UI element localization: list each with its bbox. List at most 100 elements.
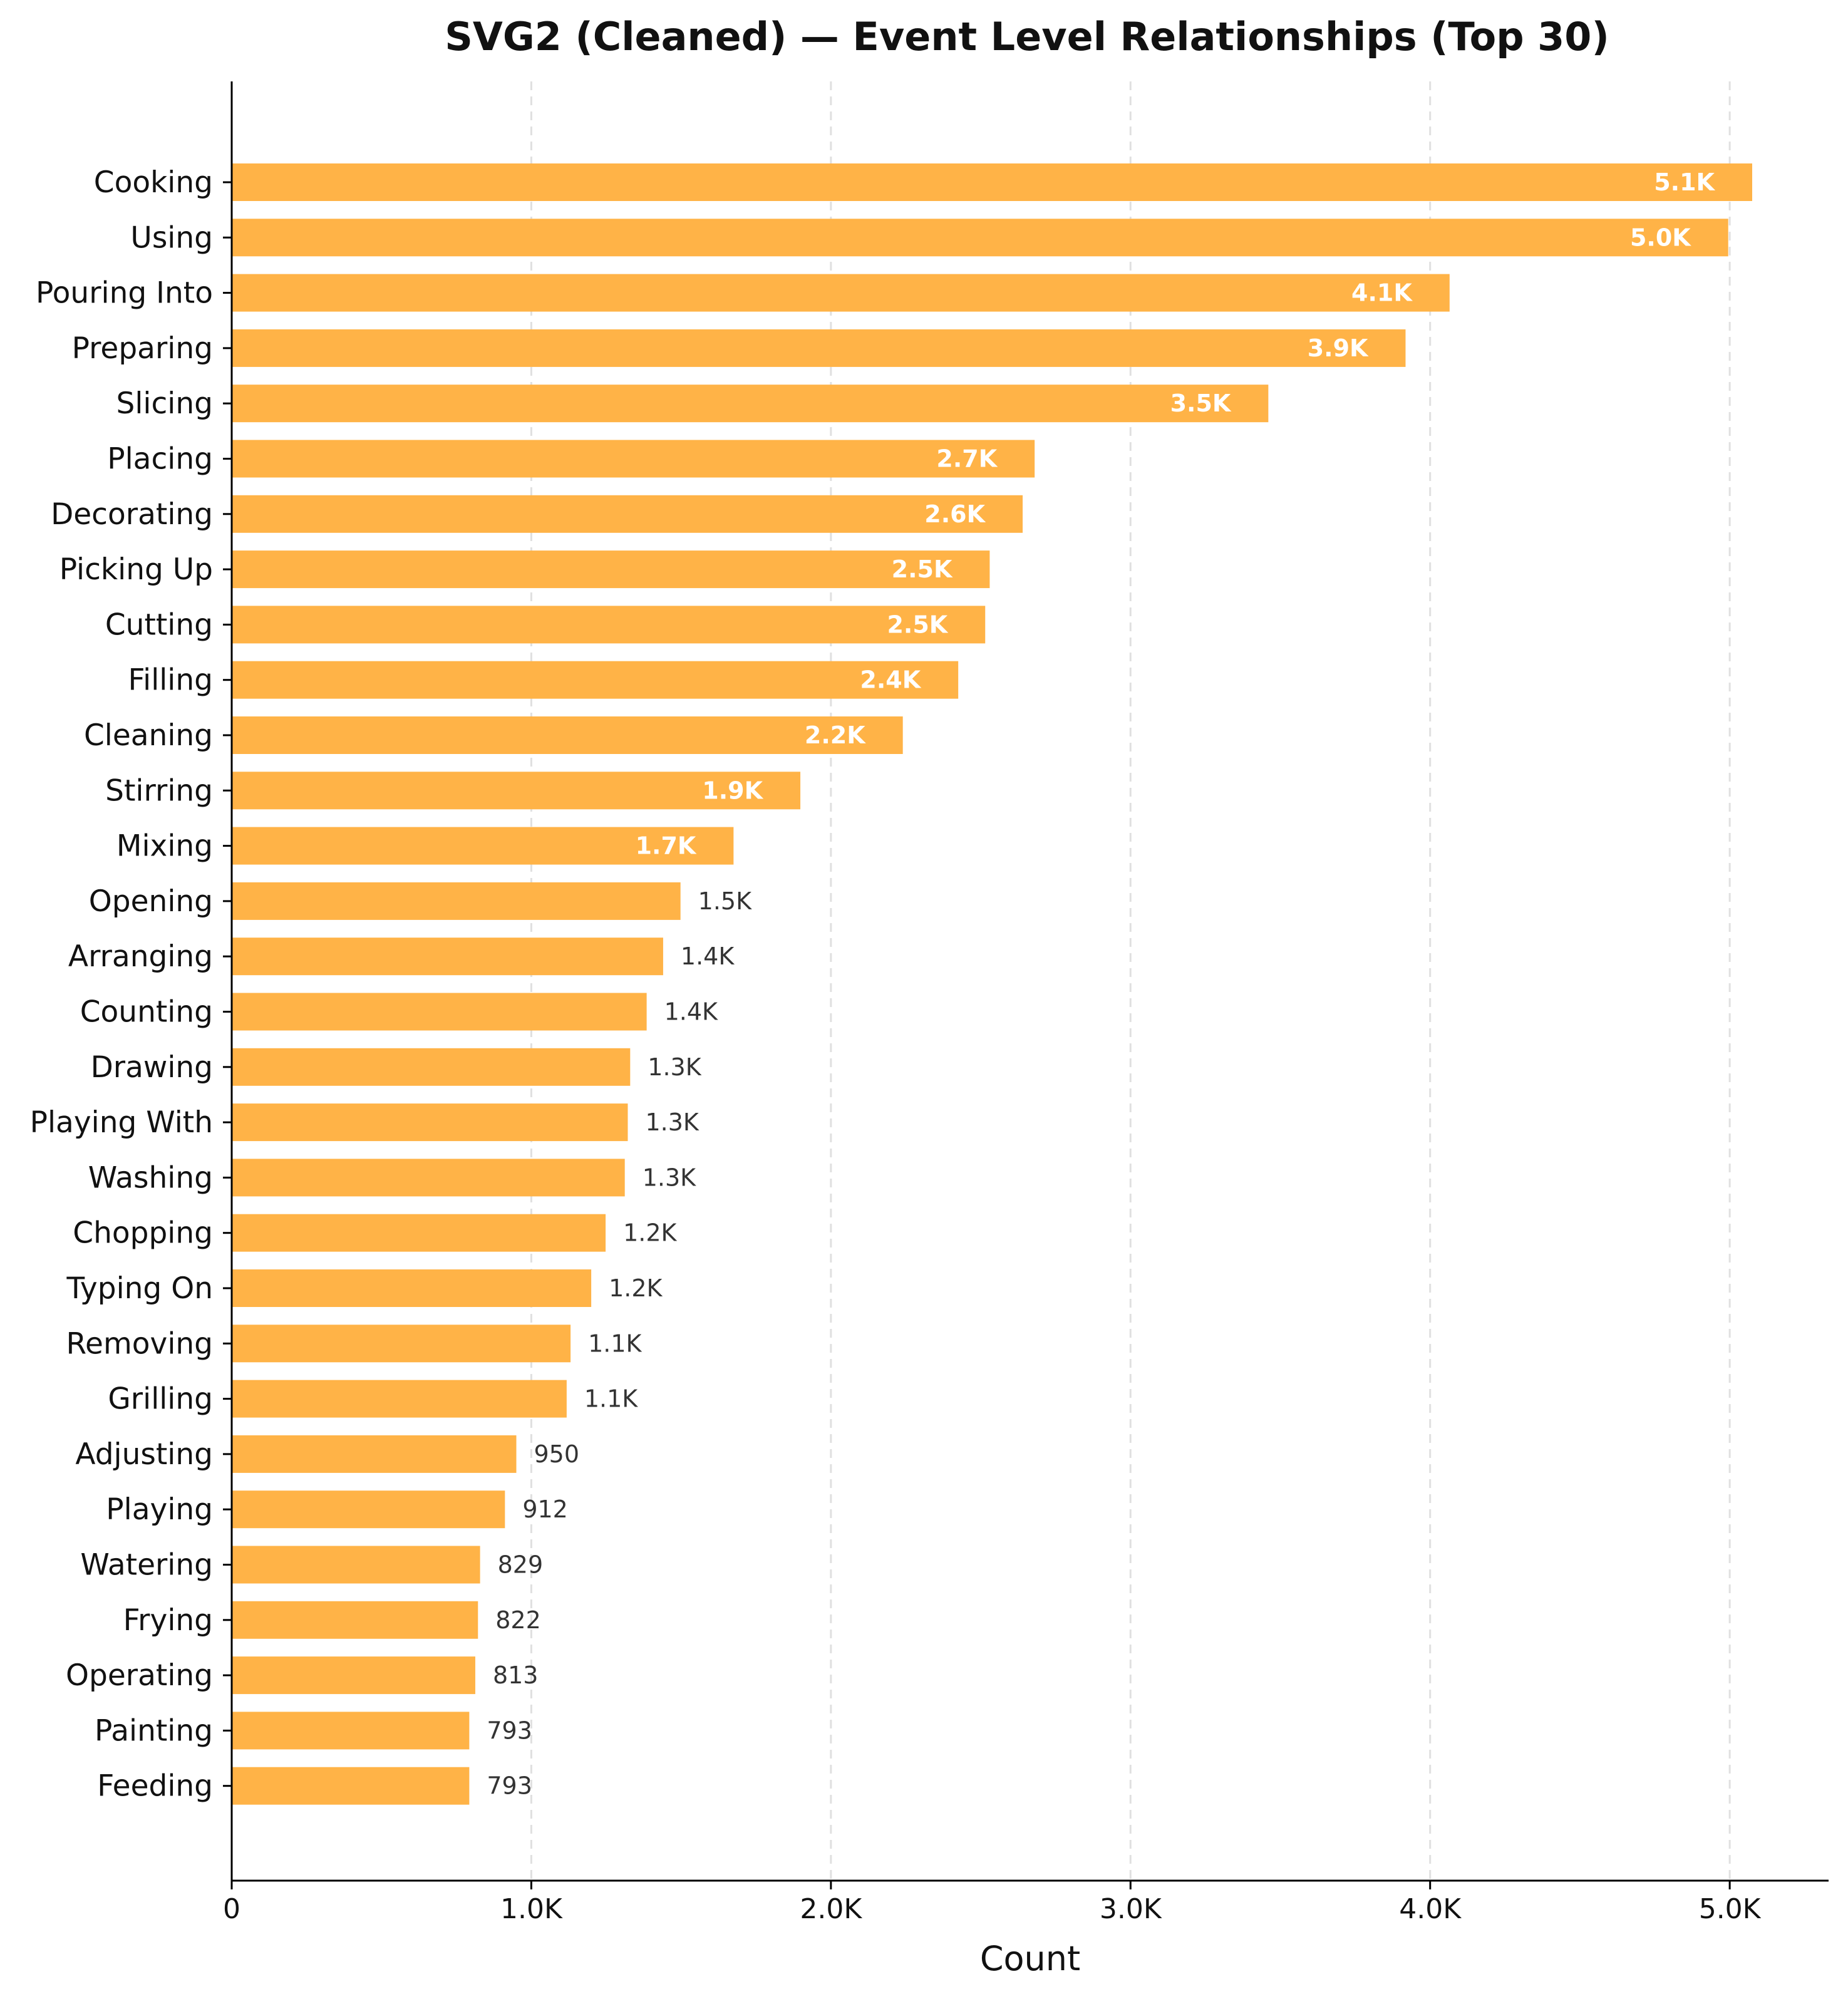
x-tick-label: 4.0K [1399, 1893, 1462, 1925]
x-tick-label: 0 [223, 1893, 240, 1925]
bar [232, 550, 990, 589]
x-ticks: 0 1.0K 2.0K 3.0K 4.0K 5.0K [223, 1881, 1762, 1925]
value-label: 5.0K [1630, 224, 1691, 251]
category-label: Washing [88, 1160, 213, 1195]
bars [232, 163, 1753, 1805]
bar [232, 1656, 475, 1695]
category-label: Arranging [68, 939, 213, 974]
category-label: Watering [80, 1548, 213, 1583]
category-label: Using [130, 220, 213, 255]
x-tick-label: 5.0K [1699, 1893, 1762, 1925]
value-label: 2.5K [892, 555, 953, 583]
bar [232, 1159, 625, 1197]
value-label: 2.4K [860, 666, 921, 694]
bar [232, 1325, 571, 1363]
value-label: 2.2K [805, 721, 866, 749]
category-label: Mixing [116, 829, 213, 864]
bar [232, 1214, 606, 1252]
category-label: Placing [107, 442, 213, 477]
value-label: 2.6K [924, 500, 986, 528]
category-label: Decorating [51, 497, 213, 532]
category-label: Filling [128, 663, 213, 698]
category-label: Chopping [73, 1216, 213, 1251]
bar [232, 1048, 631, 1086]
bar [232, 1269, 592, 1307]
value-label: 3.9K [1308, 334, 1369, 362]
category-label: Counting [80, 995, 213, 1030]
category-label: Drawing [91, 1050, 213, 1085]
category-label: Cutting [105, 607, 213, 642]
category-label: Cooking [94, 165, 213, 200]
category-label: Playing With [30, 1105, 213, 1140]
bar [232, 1601, 478, 1639]
value-label: 1.3K [645, 1108, 699, 1136]
bar [232, 440, 1035, 478]
value-label: 912 [522, 1495, 568, 1523]
bar [232, 495, 1023, 533]
x-tick-label: 1.0K [500, 1893, 563, 1925]
bar [232, 1490, 505, 1529]
category-label: Typing On [66, 1271, 213, 1306]
bar [232, 938, 663, 976]
value-label: 5.1K [1654, 168, 1715, 196]
category-label: Adjusting [75, 1437, 213, 1472]
category-label: Grilling [108, 1382, 213, 1417]
value-label: 793 [487, 1772, 532, 1800]
bar [232, 1546, 480, 1584]
bar [232, 1435, 517, 1473]
value-label: 3.5K [1170, 390, 1232, 417]
bar [232, 882, 681, 920]
value-label: 1.4K [664, 998, 718, 1026]
value-label: 1.2K [609, 1274, 663, 1302]
value-label: 1.7K [636, 832, 697, 860]
bar [232, 827, 734, 865]
bar [232, 1767, 470, 1805]
category-label: Painting [95, 1713, 213, 1748]
category-label: Opening [89, 884, 213, 919]
x-tick-label: 2.0K [800, 1893, 862, 1925]
category-label: Feeding [97, 1769, 213, 1804]
value-label: 822 [495, 1606, 541, 1634]
bar [232, 661, 959, 699]
value-label: 2.7K [936, 445, 998, 473]
value-label: 4.1K [1351, 279, 1413, 307]
category-label: Cleaning [84, 718, 213, 753]
bar [232, 163, 1753, 201]
value-labels: 5.1K 5.0K 4.1K 3.9K 3.5K 2.7K 2.6K 2.5K 2.5K 2.4K… [487, 168, 1715, 1800]
category-label: Preparing [72, 331, 213, 366]
bar [232, 274, 1450, 312]
bar [232, 385, 1269, 423]
value-label: 813 [493, 1661, 539, 1689]
value-label: 1.2K [623, 1219, 677, 1247]
value-label: 1.9K [702, 777, 763, 804]
category-label: Removing [66, 1326, 214, 1361]
bar [232, 329, 1406, 367]
value-label: 793 [487, 1717, 532, 1744]
chart-title: SVG2 (Cleaned) — Event Level Relationshi… [445, 14, 1609, 59]
bar [232, 993, 647, 1031]
category-label: Frying [123, 1603, 213, 1638]
bar [232, 606, 986, 644]
bar [232, 219, 1728, 257]
bar [232, 1712, 470, 1750]
category-label: Operating [66, 1658, 213, 1693]
category-label: Stirring [105, 773, 213, 808]
bar [232, 1380, 567, 1418]
bar [232, 716, 903, 754]
value-label: 2.5K [887, 611, 948, 638]
category-label: Playing [106, 1492, 213, 1527]
bar [232, 772, 801, 810]
value-label: 829 [498, 1551, 544, 1579]
value-label: 950 [534, 1440, 580, 1468]
value-label: 1.3K [648, 1053, 701, 1081]
value-label: 1.4K [681, 943, 735, 970]
value-label: 1.3K [643, 1164, 696, 1191]
category-label: Slicing [116, 386, 213, 421]
category-label: Picking Up [59, 552, 213, 587]
x-axis-title: Count [980, 1939, 1080, 1978]
category-label: Pouring Into [36, 276, 213, 311]
bar [232, 1103, 628, 1142]
x-tick-label: 3.0K [1100, 1893, 1162, 1925]
